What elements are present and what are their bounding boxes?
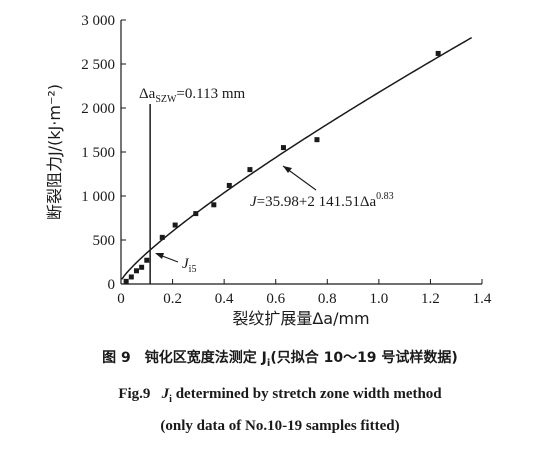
fit-equation-label: J=35.98+2 141.51Δa0.83 bbox=[250, 191, 394, 210]
y-tick-label: 0 bbox=[108, 277, 116, 293]
caption-en-sub: i bbox=[169, 394, 172, 405]
y-tick-label: 1 000 bbox=[81, 189, 115, 205]
x-tick-label: 0.6 bbox=[266, 291, 285, 307]
data-point bbox=[280, 145, 286, 151]
x-tick-label: 1.0 bbox=[369, 291, 388, 307]
y-axis-label: 断裂阻力J/(kJ·m⁻²) bbox=[45, 84, 64, 220]
data-point bbox=[193, 211, 199, 217]
fit-equation-j: J bbox=[250, 194, 258, 210]
x-axis-label: 裂纹扩展量Δa/mm bbox=[232, 309, 369, 328]
data-point bbox=[144, 257, 150, 263]
szw-label-prefix: Δa bbox=[139, 86, 156, 102]
caption-zh-tail: (只拟合 10～19 号试样数据) bbox=[270, 350, 458, 366]
caption-english-line2: (only data of No.10-19 samples fitted) bbox=[160, 418, 400, 434]
data-point bbox=[247, 167, 253, 173]
data-point bbox=[172, 222, 178, 228]
caption-en-j: J bbox=[161, 386, 170, 402]
caption-chinese: 图 9 钝化区宽度法测定 Ji(只拟合 10～19 号试样数据) bbox=[0, 347, 560, 369]
data-point bbox=[139, 264, 145, 270]
data-point bbox=[133, 268, 139, 274]
x-tick-label: 0.8 bbox=[318, 291, 337, 307]
j-resistance-chart: 0 0.2 0.4 0.6 0.8 1.0 1.2 1.4 0 500 1 000 1 500 2 00… bbox=[45, 13, 492, 328]
ji-label-j: J bbox=[182, 256, 190, 272]
data-point bbox=[159, 234, 165, 240]
caption-en-figure: Fig.9 bbox=[118, 386, 151, 402]
data-point bbox=[435, 50, 441, 56]
ji-label: Ji5 bbox=[182, 256, 196, 275]
y-tick-label: 500 bbox=[93, 233, 116, 249]
caption-en-text: determined by stretch zone width method bbox=[171, 386, 442, 402]
y-tick-label: 3 000 bbox=[81, 13, 115, 29]
ji-arrow-head bbox=[155, 253, 164, 259]
szw-label-value: =0.113 mm bbox=[176, 86, 245, 102]
axes bbox=[120, 20, 482, 285]
caption-zh-text: 钝化区宽度法测定 J bbox=[144, 350, 267, 366]
x-tick-label: 1.2 bbox=[421, 291, 440, 307]
data-point bbox=[314, 137, 320, 143]
data-points bbox=[123, 50, 441, 284]
axis-ticks: 0 0.2 0.4 0.6 0.8 1.0 1.2 1.4 0 500 1 000 1 500 2 00… bbox=[81, 13, 492, 307]
y-tick-label: 2 000 bbox=[81, 101, 115, 117]
equation-arrow-head bbox=[283, 166, 292, 173]
data-point bbox=[226, 182, 232, 188]
fit-curve-group bbox=[121, 36, 473, 280]
data-point bbox=[211, 202, 217, 208]
ji-label-sub: i5 bbox=[189, 264, 197, 275]
caption-zh-figure: 图 9 bbox=[102, 350, 131, 366]
x-tick-label: 0 bbox=[117, 291, 125, 307]
data-point bbox=[128, 274, 134, 280]
fit-equation-body: =35.98+2 141.51Δa bbox=[257, 194, 377, 210]
caption-english-line1: Fig.9 Ji determined by stretch zone widt… bbox=[0, 386, 560, 405]
fit-equation-exp: 0.83 bbox=[376, 191, 394, 202]
szw-label: ΔaSZW=0.113 mm bbox=[139, 86, 245, 105]
data-point bbox=[123, 278, 129, 284]
caption-zh-sub: i bbox=[266, 357, 271, 369]
x-tick-label: 0.2 bbox=[163, 291, 182, 307]
y-tick-label: 1 500 bbox=[81, 145, 115, 161]
y-tick-label: 2 500 bbox=[81, 57, 115, 73]
fit-curve bbox=[121, 36, 473, 280]
x-tick-label: 1.4 bbox=[473, 291, 492, 307]
x-tick-label: 0.4 bbox=[215, 291, 234, 307]
szw-label-sub: SZW bbox=[155, 94, 177, 105]
